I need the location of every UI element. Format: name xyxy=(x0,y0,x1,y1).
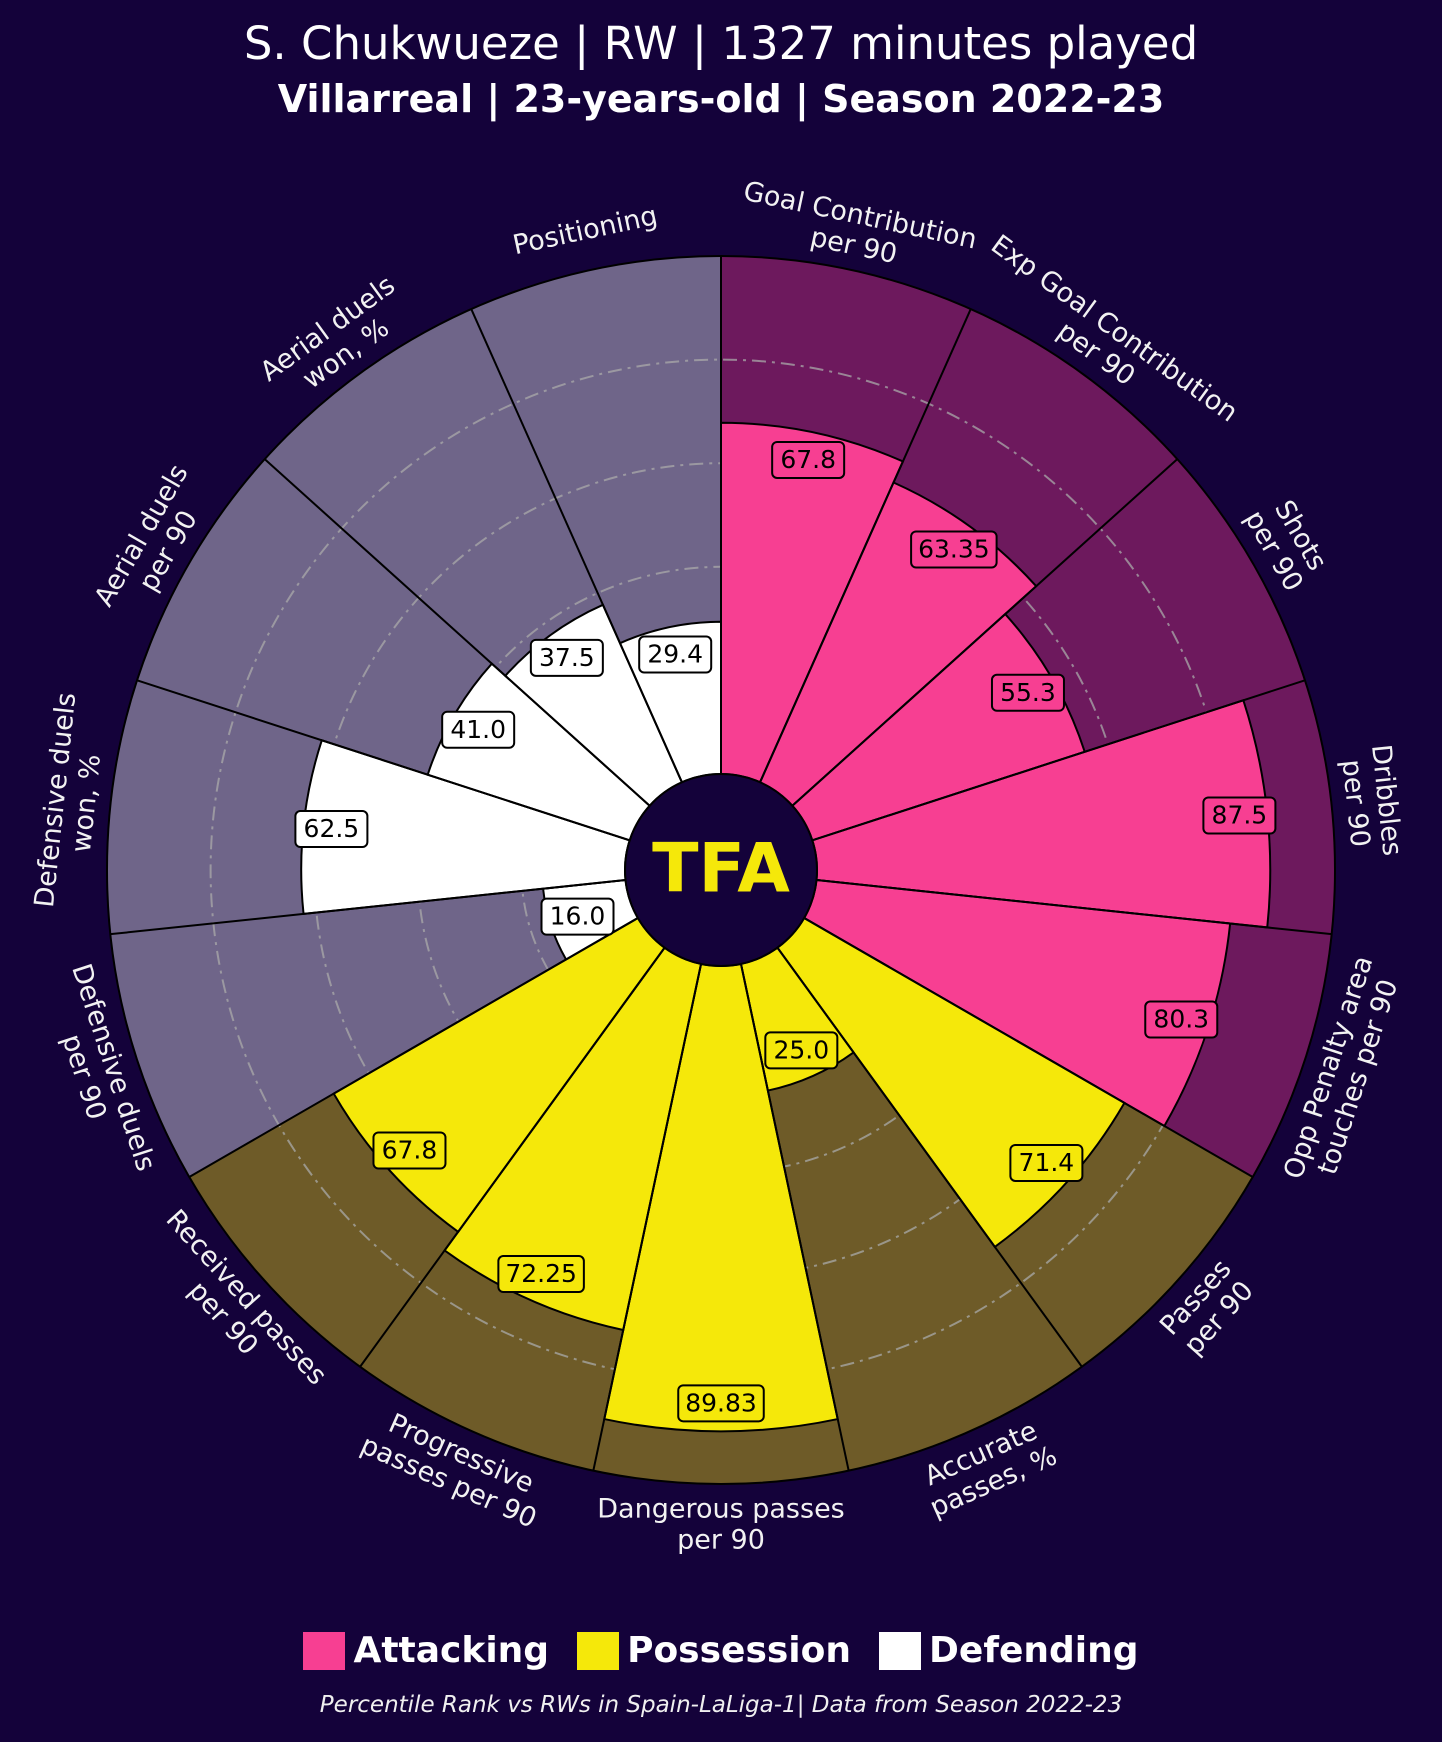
value-label-text: 25.0 xyxy=(773,1035,829,1064)
value-label-text: 67.8 xyxy=(780,445,836,474)
legend-item-possession: Possession xyxy=(577,1630,851,1671)
legend-item-attacking: Attacking xyxy=(303,1630,549,1671)
param-label-positioning: Positioning xyxy=(510,200,660,261)
value-label-shots-per-90: 55.3 xyxy=(990,673,1065,712)
value-label-received-passes-per-90: 67.8 xyxy=(372,1131,447,1170)
value-label-text: 63.35 xyxy=(918,535,990,564)
value-label-text: 87.5 xyxy=(1212,801,1268,830)
legend-swatch-possession xyxy=(577,1631,620,1670)
value-label-box xyxy=(771,440,846,479)
legend-label-attacking: Attacking xyxy=(353,1630,550,1671)
value-label-defensive-duels-per-90: 16.0 xyxy=(540,897,615,936)
chart-title: S. Chukwueze | RW | 1327 minutes played xyxy=(243,17,1199,70)
value-label-box xyxy=(529,638,604,677)
value-label-passes-per-90: 71.4 xyxy=(1009,1143,1084,1182)
value-label-defensive-duels-won: 62.5 xyxy=(294,810,369,849)
value-label-dribbles-per-90: 87.5 xyxy=(1202,796,1277,835)
logo-circle xyxy=(624,773,818,967)
value-label-box xyxy=(764,1031,839,1070)
slice-separator xyxy=(759,308,972,783)
value-label-box xyxy=(540,897,615,936)
value-label-text: 55.3 xyxy=(1000,678,1056,707)
param-label-dangerous-passes-per-90: Dangerous passes per 90 xyxy=(597,1494,844,1556)
value-label-text: 41.0 xyxy=(450,715,506,744)
slice-separators xyxy=(106,255,1336,1485)
legend-item-defending: Defending xyxy=(879,1630,1139,1671)
param-label-line: Positioning xyxy=(510,200,660,261)
legend: Attacking Possession Defending xyxy=(0,1630,1442,1671)
value-label-text: 62.5 xyxy=(304,814,360,843)
value-label-box xyxy=(441,710,516,749)
chart-subtitle: Villarreal | 23-years-old | Season 2022-… xyxy=(277,77,1165,121)
value-label-goal-contribution-per-90: 67.8 xyxy=(771,440,846,479)
tfa-logo: TFA xyxy=(652,830,790,909)
value-label-text: 16.0 xyxy=(550,902,606,931)
value-label-text: 89.83 xyxy=(685,1388,757,1417)
slice-separator xyxy=(811,679,1306,842)
slice-separator xyxy=(776,947,1083,1368)
slice-separator xyxy=(136,679,631,842)
value-label-aerial-duels-per-90: 41.0 xyxy=(441,710,516,749)
value-label-box xyxy=(990,673,1065,712)
slice-separator xyxy=(791,458,1178,807)
value-label-box xyxy=(638,635,713,674)
value-label-exp-goal-contribution-per-90: 63.35 xyxy=(910,530,998,569)
value-labels: 67.8 63.35 55.3 87.5 80.3 71.4 25.0 89.83 72.25 6… xyxy=(294,440,1277,1423)
param-label-defensive-duels-won: Defensive duelswon, % xyxy=(29,691,113,912)
param-label-line: per 90 xyxy=(677,1525,765,1556)
value-label-opp-penalty-area-touches-per-90: 80.3 xyxy=(1144,1000,1219,1039)
slice-separator xyxy=(816,879,1332,936)
value-label-box xyxy=(677,1384,765,1423)
slice-separator xyxy=(739,963,850,1471)
slice-separator xyxy=(359,947,666,1368)
slice-bg-defensive-duels-per-90 xyxy=(110,880,638,1177)
param-label-dribbles-per-90: Dribblesper 90 xyxy=(1334,743,1407,861)
param-label-line: Dangerous passes xyxy=(597,1494,844,1525)
value-label-text: 29.4 xyxy=(647,640,703,669)
value-label-text: 71.4 xyxy=(1019,1148,1075,1177)
value-label-progressive-passes-per-90: 72.25 xyxy=(497,1255,585,1294)
value-label-text: 67.8 xyxy=(382,1136,438,1165)
value-label-box xyxy=(1144,1000,1219,1039)
value-label-aerial-duels-won: 37.5 xyxy=(529,638,604,677)
value-label-box xyxy=(497,1255,585,1294)
legend-label-possession: Possession xyxy=(627,1630,852,1671)
slice-separator xyxy=(470,308,683,783)
legend-label-defending: Defending xyxy=(929,1630,1139,1671)
value-label-dangerous-passes-per-90: 89.83 xyxy=(677,1384,765,1423)
value-label-box xyxy=(1202,796,1277,835)
value-label-positioning: 29.4 xyxy=(638,635,713,674)
value-label-text: 80.3 xyxy=(1153,1005,1209,1034)
center-logo: TFA xyxy=(624,773,818,967)
footer-note: Percentile Rank vs RWs in Spain-LaLiga-1… xyxy=(319,1692,1123,1718)
slice-separator xyxy=(592,963,703,1471)
value-label-accurate-passes: 25.0 xyxy=(764,1031,839,1070)
slice-separator xyxy=(264,458,651,807)
value-label-box xyxy=(372,1131,447,1170)
legend-swatch-defending xyxy=(879,1631,922,1670)
slice-separator xyxy=(803,917,1254,1178)
legend-swatch-attacking xyxy=(303,1631,346,1670)
value-label-box xyxy=(1009,1143,1084,1182)
value-label-box xyxy=(294,810,369,849)
value-label-text: 72.25 xyxy=(505,1259,577,1288)
value-label-text: 37.5 xyxy=(539,643,595,672)
chart-header: S. Chukwueze | RW | 1327 minutes played … xyxy=(0,0,1442,122)
slice-separator xyxy=(188,917,639,1178)
outer-ring xyxy=(106,255,1336,1485)
slice-separator xyxy=(110,879,626,936)
slice-bg-accurate-passes xyxy=(740,947,1082,1471)
value-label-box xyxy=(910,530,998,569)
